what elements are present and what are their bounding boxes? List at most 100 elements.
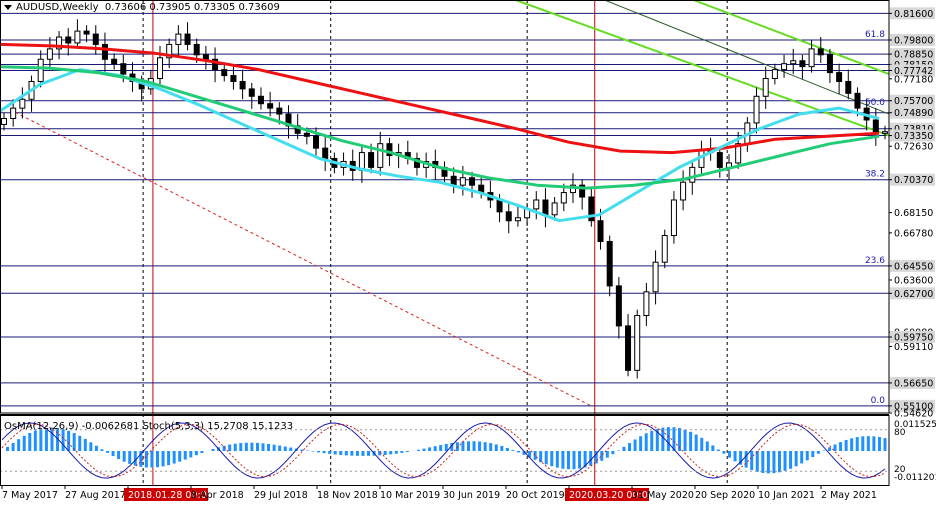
candle-body (625, 325, 632, 371)
dashed-trend-line (9, 109, 592, 407)
candle-body (239, 80, 246, 90)
osma-bar (605, 451, 609, 458)
osma-bar (200, 451, 204, 454)
osma-bar (328, 451, 332, 454)
osma-bar (89, 442, 93, 451)
time-tag-bg (124, 488, 208, 501)
osma-bar (22, 435, 26, 451)
osma-bar (111, 451, 115, 457)
osma-bar (94, 445, 98, 451)
osma-bar (711, 445, 715, 451)
osma-bar (639, 436, 643, 451)
candle-body (276, 107, 283, 115)
osma-bar (405, 451, 409, 452)
osma-bar (133, 451, 137, 466)
candle-body (670, 199, 677, 237)
candle-body (221, 69, 228, 77)
candle-body (872, 119, 879, 134)
osma-bar (666, 427, 670, 451)
price-tag-bg (890, 48, 935, 61)
candle-body (836, 72, 843, 82)
osma-bar (478, 441, 482, 451)
osma-bar (566, 451, 570, 470)
osma-bar (83, 438, 87, 451)
osma-bar (450, 442, 454, 451)
osma-bar (600, 451, 604, 461)
price-label: 0.78850 (894, 50, 933, 61)
osma-bar (244, 442, 248, 451)
price-tag-bg (890, 33, 935, 46)
osma-bar (50, 427, 54, 451)
fib-label: 50.0 (865, 98, 885, 108)
osma-bar (500, 446, 504, 451)
osma-bar (855, 437, 859, 451)
oscillator-frame (0, 415, 890, 486)
candle-body (652, 261, 659, 293)
osma-bar (389, 451, 393, 455)
candle-body (202, 54, 209, 60)
fib-label: 38.2 (865, 170, 885, 180)
osma-bar (311, 451, 315, 452)
candle-body (533, 199, 540, 210)
candle-body (212, 58, 219, 71)
osma-bar (550, 451, 554, 467)
candle-body (92, 33, 99, 45)
osma-bar (361, 451, 365, 456)
osma-bar (317, 451, 321, 453)
candle-body (166, 43, 173, 59)
price-label: 0.75700 (894, 96, 933, 107)
time-label: 8 Apr 2018 (191, 490, 244, 501)
collapse-triangle-icon[interactable] (4, 4, 12, 10)
candle-body (579, 184, 586, 198)
osma-bar (339, 451, 343, 455)
osma-bar (383, 451, 387, 455)
price-tag-bg (890, 259, 935, 272)
candle-body (551, 202, 558, 216)
osma-bar (255, 442, 259, 451)
osma-bar (211, 448, 215, 451)
osma-bar (650, 430, 654, 451)
time-label: 2018.01.28 00:00 (128, 490, 213, 501)
osma-bar (278, 445, 282, 451)
stochastic-signal-line (1, 423, 886, 478)
oscillator-scale-label: -0.011201 (894, 473, 936, 483)
candle-body (303, 132, 310, 137)
time-label: 2020.03.20 00:00 (569, 490, 654, 501)
osma-bar (622, 446, 626, 451)
osma-bar (189, 451, 193, 458)
candle-body (661, 235, 668, 263)
candle-body (469, 177, 476, 186)
candle-body (799, 60, 806, 68)
osma-bar (483, 442, 487, 451)
osma-bar (716, 449, 720, 451)
time-label: 29 Jul 2018 (254, 490, 308, 501)
osma-bar (350, 451, 354, 456)
candle-body (882, 131, 888, 134)
osma-bar (167, 451, 171, 466)
fib-label: 0.0 (871, 396, 886, 406)
candle-body (735, 143, 742, 164)
osma-bar (28, 432, 32, 451)
osma-bar (100, 449, 104, 451)
candle-body (615, 285, 622, 327)
time-label: 20 Oct 2019 (506, 490, 565, 501)
osma-bar (61, 429, 65, 451)
time-label: 31 May 2020 (632, 490, 694, 501)
osma-bar (428, 447, 432, 451)
osma-bar (583, 451, 587, 468)
osma-bar (228, 444, 232, 451)
osma-bar (628, 443, 632, 451)
candle-body (56, 36, 63, 50)
time-label: 10 Jan 2021 (758, 490, 815, 501)
osma-bar (322, 451, 326, 454)
osma-bar (678, 428, 682, 451)
osma-bar (344, 451, 348, 456)
osma-bar (155, 451, 159, 468)
osma-bar (11, 442, 15, 451)
osma-bar (400, 451, 404, 453)
osma-bar (178, 451, 182, 462)
price-tag-bg (890, 331, 935, 344)
osma-bar (739, 451, 743, 465)
osma-bar (783, 451, 787, 471)
